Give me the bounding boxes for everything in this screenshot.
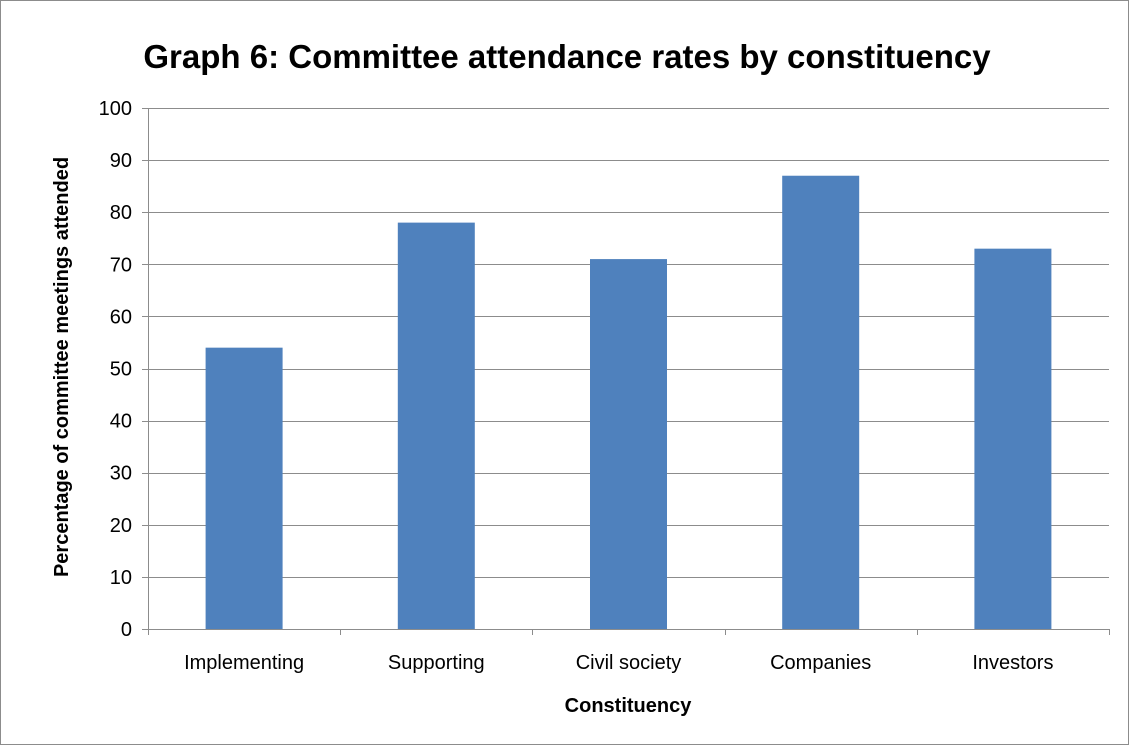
y-tick-label: 10 bbox=[110, 567, 132, 589]
bar bbox=[590, 259, 667, 629]
bar bbox=[974, 248, 1052, 630]
x-axis-title: Constituency bbox=[565, 695, 693, 717]
y-tick-label: 30 bbox=[110, 463, 132, 485]
y-tick-label: 60 bbox=[110, 306, 132, 328]
bar bbox=[782, 175, 860, 630]
y-tick-labels: 0 10 20 30 40 50 60 70 80 90 100 bbox=[99, 98, 132, 641]
y-tick-label: 50 bbox=[110, 359, 132, 381]
y-tick-label: 40 bbox=[110, 411, 132, 433]
bar bbox=[397, 222, 475, 629]
x-tick-label: Implementing bbox=[184, 652, 304, 674]
y-axis-title: Percentage of committee meetings attende… bbox=[51, 157, 73, 577]
y-tick-label: 20 bbox=[110, 515, 132, 537]
x-tick-label: Investors bbox=[972, 652, 1053, 674]
x-tick-label: Civil society bbox=[576, 652, 682, 674]
x-tick-label: Supporting bbox=[388, 652, 485, 674]
y-tick-label: 100 bbox=[99, 98, 132, 120]
y-tick-label: 80 bbox=[110, 202, 132, 224]
bars bbox=[205, 175, 1052, 630]
axes bbox=[142, 108, 1110, 635]
bar bbox=[205, 347, 283, 629]
x-tick-label: Companies bbox=[770, 652, 871, 674]
y-tick-label: 70 bbox=[110, 254, 132, 276]
y-tick-label: 0 bbox=[121, 619, 132, 641]
x-tick-labels: Implementing Supporting Civil society Compa… bbox=[184, 652, 1053, 674]
chart-title: Graph 6: Committee attendance rates by c… bbox=[143, 38, 991, 75]
y-tick-label: 90 bbox=[110, 150, 132, 172]
